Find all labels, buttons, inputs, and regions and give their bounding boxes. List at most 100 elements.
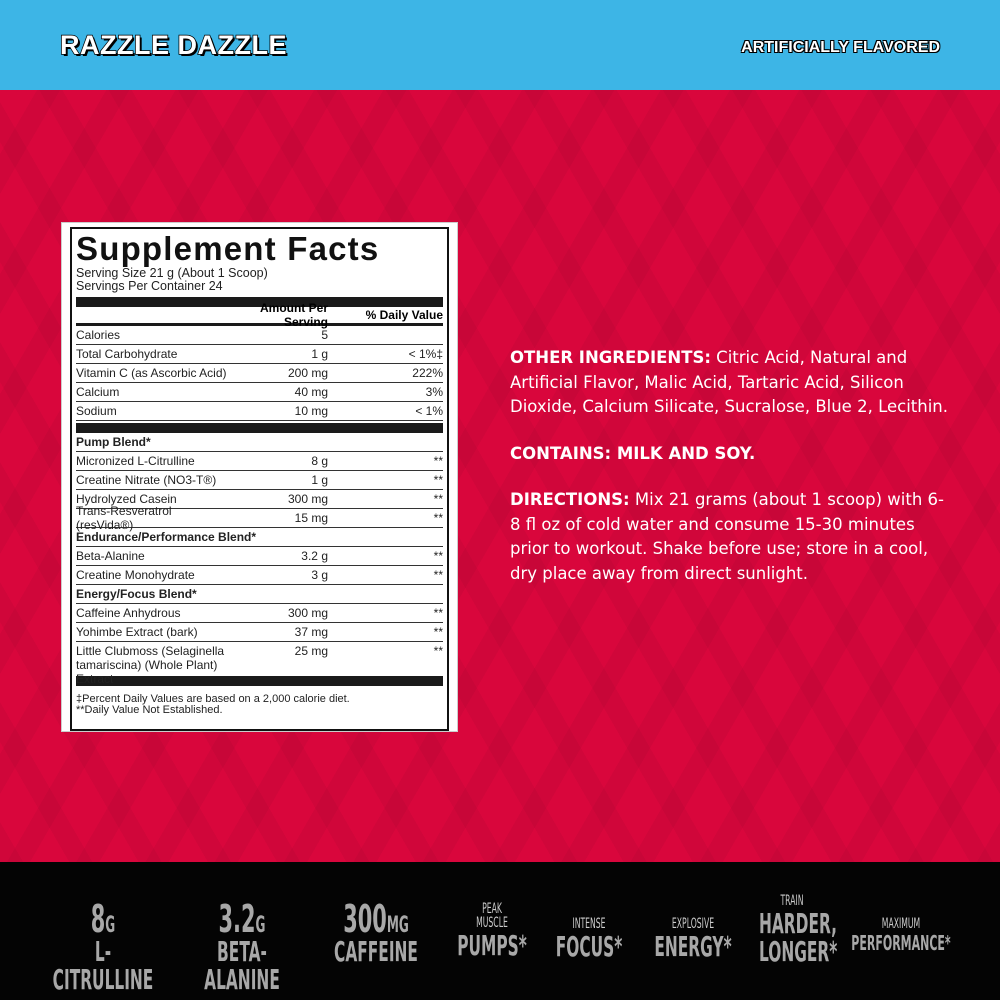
item-name: Beta-Alanine	[76, 549, 145, 563]
feature-caption: MAXIMUM	[881, 916, 921, 932]
table-row: Trans-Resveratrol (resVida®) 15 mg **	[76, 504, 443, 532]
feature-caption: EXPLOSIVE	[671, 916, 715, 932]
facts-title: Supplement Facts	[76, 230, 380, 267]
item-dv: < 1%‡	[408, 347, 443, 361]
feature-title: FOCUS*	[555, 930, 623, 963]
feature-number: 3.2	[218, 897, 256, 941]
allergen-statement: CONTAINS: MILK AND SOY.	[510, 443, 756, 463]
table-row: Sodium 10 mg < 1%	[76, 402, 443, 421]
table-header: Amount Per Serving % Daily Value	[76, 301, 443, 329]
table-row: Creatine Nitrate (NO3-T®) 1 g **	[76, 471, 443, 490]
feature-title: PERFORMANCE*	[851, 931, 951, 955]
other-ingredients: OTHER INGREDIENTS: Citric Acid, Natural …	[510, 348, 948, 416]
item-amount: 8 g	[311, 454, 328, 468]
item-dv: < 1%	[415, 404, 443, 418]
item-amount: 300 mg	[287, 492, 328, 506]
item-dv: **	[433, 549, 443, 563]
item-dv: **	[433, 454, 443, 468]
item-amount: 3.2 g	[301, 549, 328, 563]
table-row: Calories 5	[76, 326, 443, 345]
item-dv: **	[433, 568, 443, 582]
top-banner: RAZZLE DAZZLE ARTIFICIALLY FLAVORED	[0, 0, 1000, 90]
table-row: Micronized L-Citrulline 8 g **	[76, 452, 443, 471]
item-dv: **	[433, 492, 443, 506]
feature-badge: INTENSE FOCUS*	[534, 917, 644, 961]
item-amount: 300 mg	[287, 606, 328, 620]
item-name: Total Carbohydrate	[76, 347, 178, 361]
flavor-name: RAZZLE DAZZLE	[59, 29, 287, 61]
table-row: Creatine Monohydrate 3 g **	[76, 566, 443, 585]
feature-badge: MAXIMUM PERFORMANCE*	[846, 917, 956, 953]
divider	[76, 423, 443, 433]
footnote: **Daily Value Not Established.	[76, 704, 223, 716]
blend-header: Energy/Focus Blend*	[76, 585, 443, 604]
item-amount: 3 g	[311, 568, 328, 582]
feature-badge: 300MG CAFFEINE	[321, 900, 431, 966]
table-row: Beta-Alanine 3.2 g **	[76, 547, 443, 566]
feature-label: CAFFEINE	[334, 935, 418, 968]
table-row: Hydrolyzed Casein 300 mg **	[76, 490, 443, 509]
table-row: Little Clubmoss (Selaginella tamariscina…	[76, 642, 443, 686]
feature-label: L-CITRULLINE	[52, 935, 154, 996]
feature-value: 8G	[48, 900, 158, 938]
supplement-facts-panel: Supplement Facts Serving Size 21 g (Abou…	[61, 222, 458, 732]
table-row: Vitamin C (as Ascorbic Acid) 200 mg 222%	[76, 364, 443, 383]
feature-title: ENERGY*	[654, 930, 732, 963]
feature-number: 300	[343, 897, 387, 941]
item-name: Caffeine Anhydrous	[76, 606, 181, 620]
blend-header: Pump Blend*	[76, 433, 443, 452]
item-amount: 40 mg	[294, 385, 328, 399]
feature-caption: INTENSE	[572, 916, 606, 932]
item-name: Little Clubmoss (Selaginella tamariscina…	[76, 644, 225, 686]
footnote: ‡Percent Daily Values are based on a 2,0…	[76, 693, 350, 705]
table-row: Calcium 40 mg 3%	[76, 383, 443, 402]
item-name: Calcium	[76, 385, 120, 399]
table-row: Yohimbe Extract (bark) 37 mg **	[76, 623, 443, 642]
item-amount: 1 g	[311, 347, 328, 361]
directions: DIRECTIONS: Mix 21 grams (about 1 scoop)…	[510, 490, 944, 583]
item-name: Hydrolyzed Casein	[76, 492, 177, 506]
feature-number: 8	[90, 897, 106, 941]
item-amount: 1 g	[311, 473, 328, 487]
item-amount: 37 mg	[294, 625, 328, 639]
item-dv: **	[433, 511, 443, 525]
feature-unit: MG	[386, 913, 409, 938]
item-name: Creatine Monohydrate	[76, 568, 195, 582]
feature-label: BETA-ALANINE	[204, 935, 280, 996]
servings-per-container: Servings Per Container 24	[76, 279, 223, 293]
feature-badge: 8G L-CITRULLINE	[48, 900, 158, 994]
item-name: Sodium	[76, 404, 117, 418]
item-dv: 222%	[412, 366, 443, 380]
feature-caption: PEAK MUSCLE	[476, 901, 508, 931]
dv-header: % Daily Value	[365, 308, 443, 322]
table-row: Caffeine Anhydrous 300 mg **	[76, 604, 443, 623]
item-name: Micronized L-Citrulline	[76, 454, 195, 468]
item-name: Calories	[76, 328, 121, 342]
amount-header: Amount Per Serving	[259, 301, 328, 329]
item-name: Yohimbe Extract (bark)	[76, 625, 198, 639]
item-name: Creatine Nitrate (NO3-T®)	[76, 473, 217, 487]
item-amount: 25 mg	[294, 644, 328, 658]
feature-value: 300MG	[321, 900, 431, 938]
divider	[76, 676, 443, 686]
item-amount: 15 mg	[294, 511, 328, 525]
item-amount: 10 mg	[294, 404, 328, 418]
divider	[76, 297, 443, 307]
feature-badge: 3.2G BETA-ALANINE	[187, 900, 297, 994]
feature-badge: TRAIN HARDER, LONGER*	[737, 894, 847, 966]
feature-value: 3.2G	[187, 900, 297, 938]
ingredients-text: OTHER INGREDIENTS: Citric Acid, Natural …	[510, 346, 950, 608]
blend-header: Endurance/Performance Blend*	[76, 528, 443, 547]
serving-size: Serving Size 21 g (About 1 Scoop)	[76, 266, 268, 280]
background-pattern	[0, 90, 1000, 862]
item-name: Trans-Resveratrol (resVida®)	[76, 504, 172, 532]
feature-unit: G	[105, 913, 116, 938]
feature-unit: G	[255, 913, 266, 938]
feature-caption: TRAIN	[780, 893, 804, 909]
item-dv: **	[433, 473, 443, 487]
feature-bar: 8G L-CITRULLINE 3.2G BETA-ALANINE 300MG CAFFE…	[0, 862, 1000, 1000]
item-dv: **	[433, 625, 443, 639]
item-name: Vitamin C (as Ascorbic Acid)	[76, 366, 227, 380]
artificially-flavored-label: ARTIFICIALLY FLAVORED	[741, 39, 940, 56]
feature-badge: PEAK MUSCLE PUMPS*	[437, 902, 547, 960]
